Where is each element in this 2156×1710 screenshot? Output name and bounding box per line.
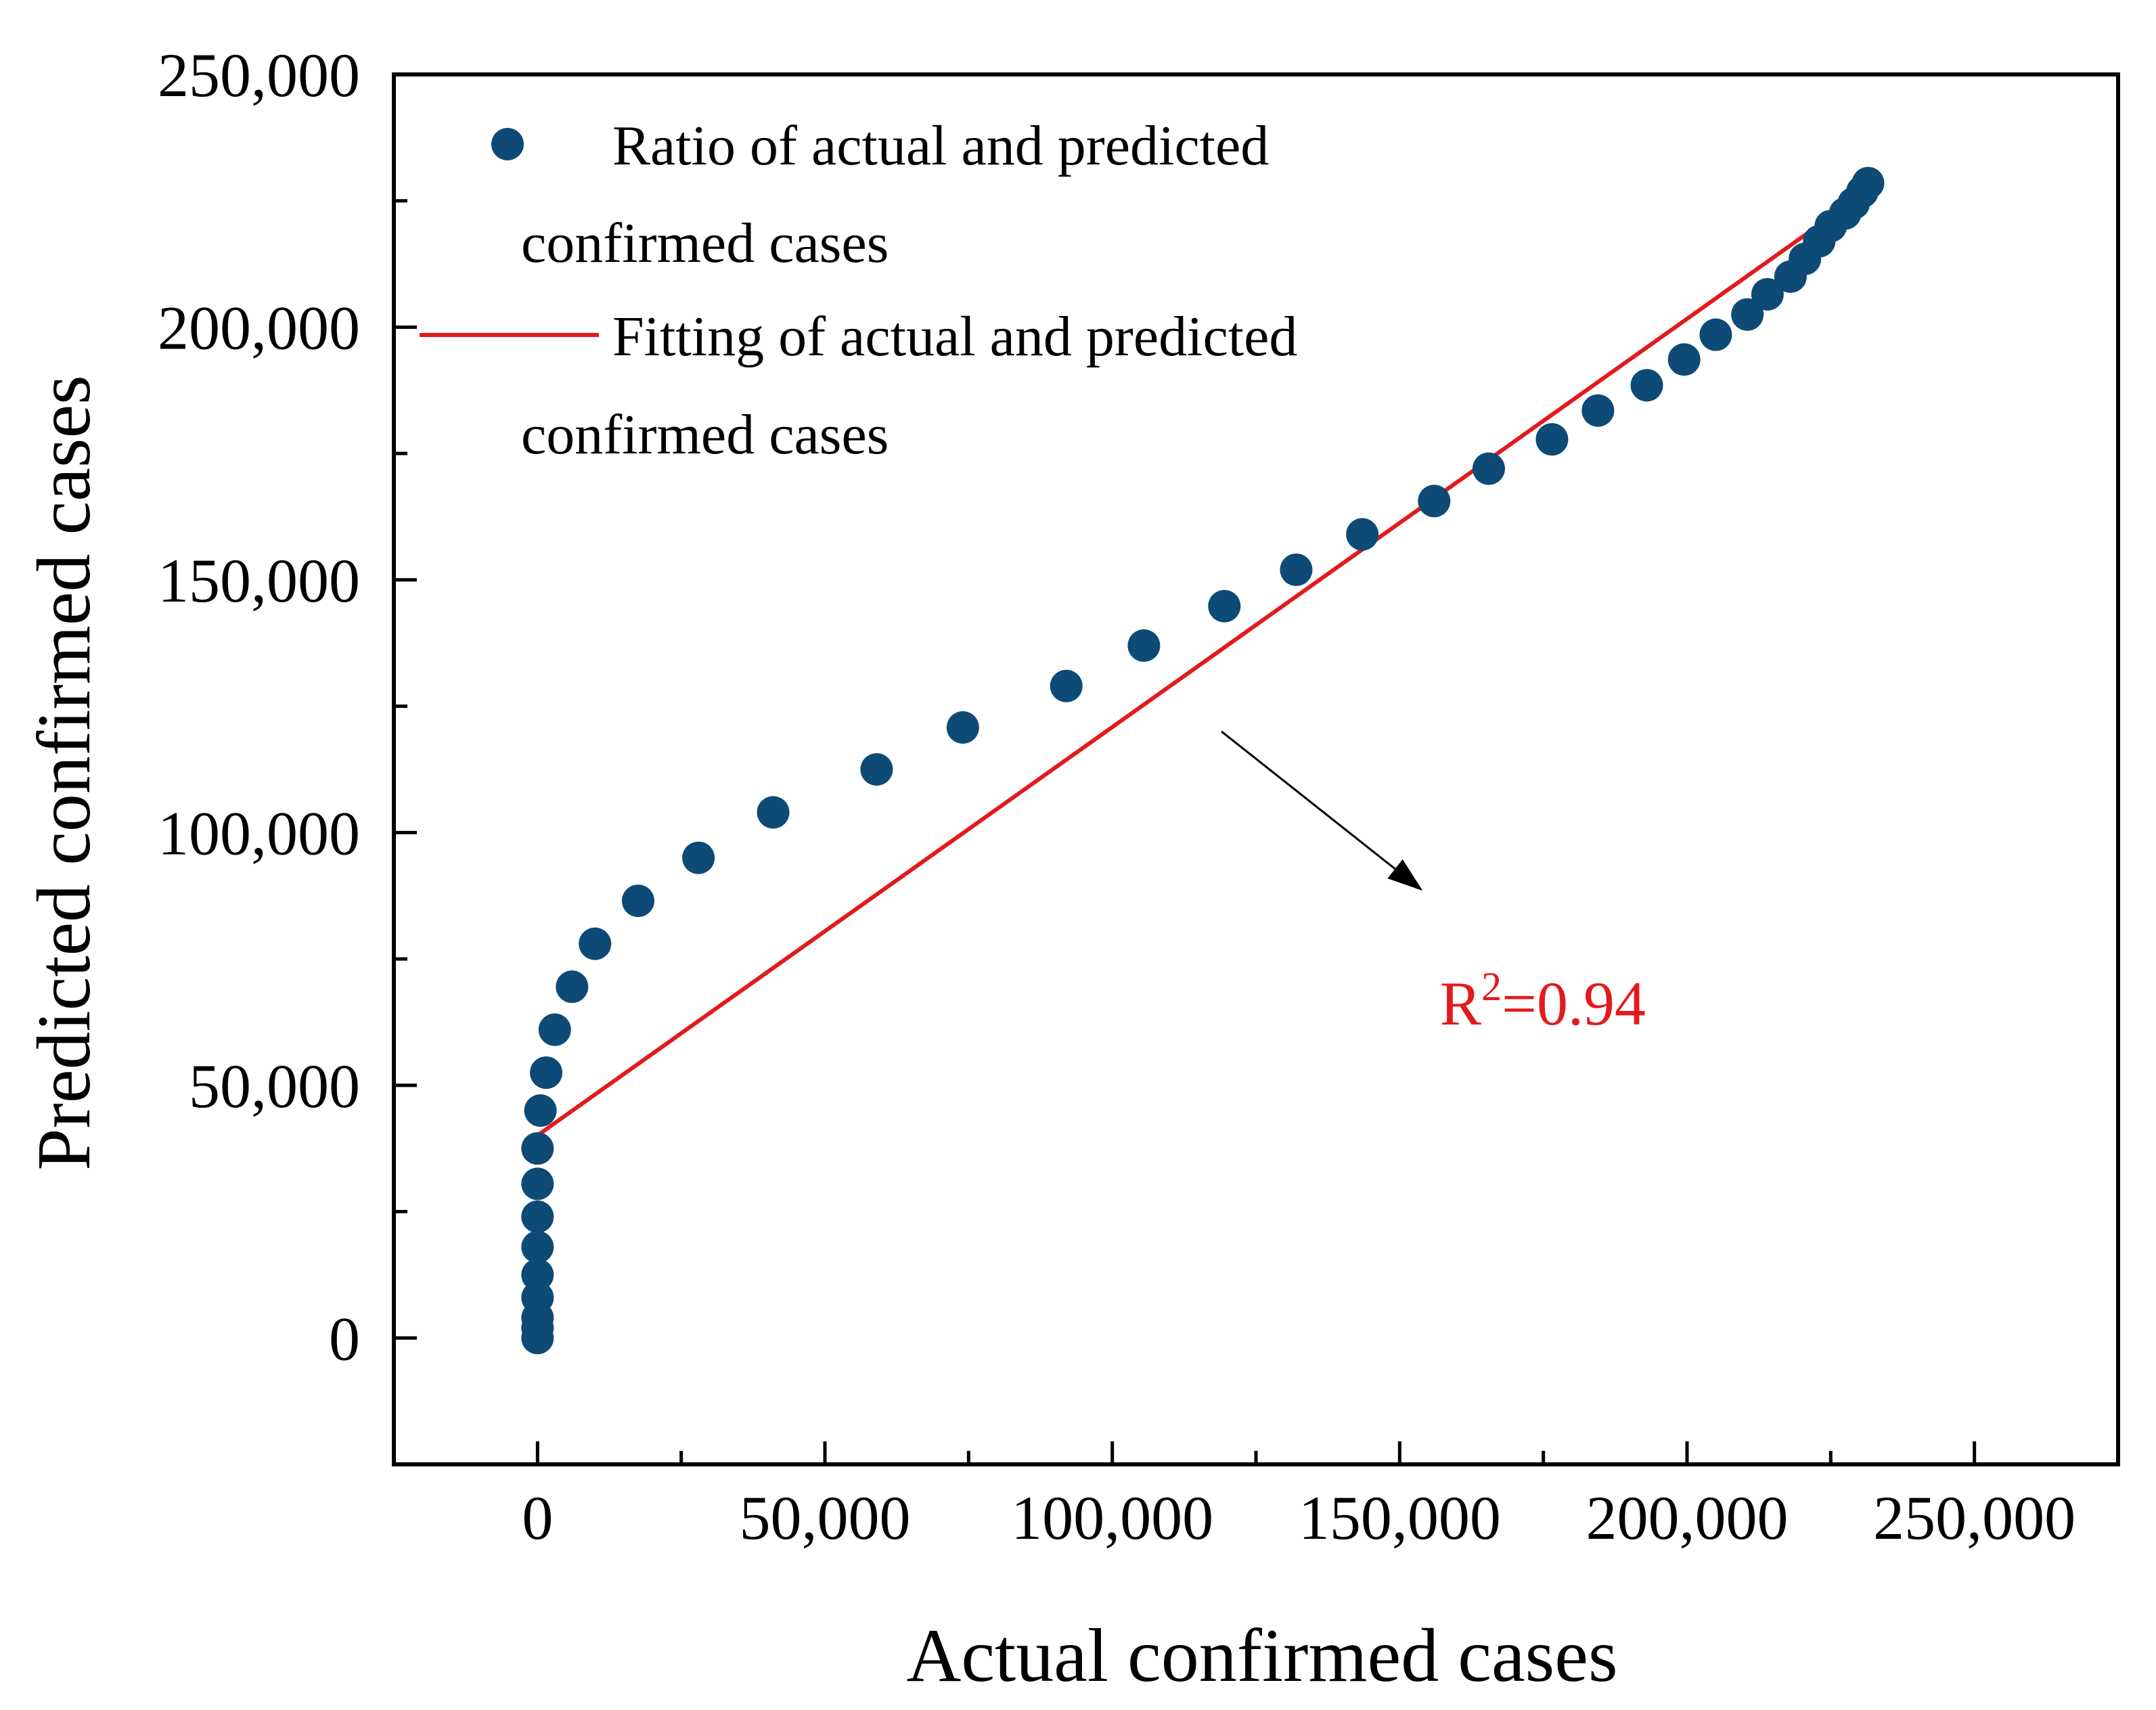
data-point bbox=[524, 1094, 557, 1127]
data-point bbox=[1851, 166, 1885, 200]
plot-frame bbox=[392, 72, 2120, 1466]
data-point bbox=[538, 1013, 571, 1046]
data-point bbox=[1581, 394, 1615, 427]
scatter-points-layer bbox=[521, 166, 1885, 1355]
data-point bbox=[1667, 343, 1701, 376]
arrow-shaft bbox=[1221, 730, 1396, 870]
y-tick-label: 200,000 bbox=[158, 293, 360, 362]
fit-line-layer bbox=[538, 186, 1873, 1135]
data-point bbox=[521, 1258, 554, 1291]
data-point bbox=[556, 970, 589, 1004]
x-axis-title: Actual confirmed cases bbox=[906, 1614, 1617, 1698]
r-squared-annotation: R2=0.94 bbox=[1440, 964, 1646, 1038]
r-squared-value: =0.94 bbox=[1502, 969, 1646, 1038]
legend: Ratio of actual and predicted confirmed c… bbox=[420, 114, 1297, 466]
data-point bbox=[1346, 518, 1379, 551]
data-point bbox=[1751, 277, 1784, 311]
legend-label-ratio-line2: confirmed cases bbox=[521, 212, 889, 275]
data-point bbox=[521, 1200, 554, 1234]
data-point bbox=[1418, 485, 1451, 518]
annotation-arrow bbox=[1221, 730, 1423, 891]
legend-label-fit-line2: confirmed cases bbox=[521, 403, 889, 466]
data-point bbox=[1050, 669, 1083, 702]
x-tick-label: 200,000 bbox=[1586, 1483, 1789, 1552]
legend-label-ratio-line1: Ratio of actual and predicted bbox=[612, 114, 1269, 177]
legend-marker-ratio bbox=[491, 128, 524, 160]
arrow-head bbox=[1387, 859, 1423, 891]
x-tick-labels: 0 50,000 100,000 150,000 200,000 250,000 bbox=[522, 1483, 2075, 1552]
y-tick-label: 100,000 bbox=[158, 798, 360, 868]
y-tick-labels: 0 50,000 100,000 150,000 200,000 250,000 bbox=[158, 41, 360, 1373]
data-point bbox=[521, 1167, 554, 1200]
r-squared-superscript: 2 bbox=[1481, 964, 1502, 1009]
data-point bbox=[1127, 629, 1161, 662]
y-tick-label: 250,000 bbox=[158, 41, 360, 110]
x-tick-label: 100,000 bbox=[1011, 1483, 1213, 1552]
data-point bbox=[1208, 589, 1241, 623]
x-tick-label: 250,000 bbox=[1873, 1483, 2075, 1552]
y-tick-label: 0 bbox=[329, 1304, 360, 1373]
data-point bbox=[1472, 452, 1505, 485]
data-point bbox=[757, 796, 790, 829]
minor-ticks bbox=[394, 199, 1833, 1464]
annotation-layer: R2=0.94 bbox=[1440, 964, 1646, 1038]
data-point bbox=[521, 1281, 554, 1314]
data-point bbox=[1731, 298, 1764, 331]
y-axis-title: Predicted confirmed cases bbox=[22, 375, 106, 1171]
legend-label-fit-line1: Fitting of actual and predicted bbox=[612, 305, 1297, 368]
data-point bbox=[860, 753, 893, 786]
data-point bbox=[946, 711, 979, 744]
data-point bbox=[521, 1132, 554, 1165]
fit-line bbox=[538, 186, 1873, 1135]
x-tick-label: 50,000 bbox=[740, 1483, 911, 1552]
data-point bbox=[1535, 423, 1569, 456]
data-point bbox=[579, 927, 612, 960]
data-point bbox=[1630, 369, 1663, 402]
data-point bbox=[682, 841, 715, 874]
data-point bbox=[521, 1230, 554, 1263]
x-tick-label: 150,000 bbox=[1299, 1483, 1501, 1552]
data-point bbox=[530, 1056, 563, 1089]
x-tick-label: 0 bbox=[522, 1483, 553, 1552]
data-point bbox=[1280, 553, 1313, 586]
r-squared-base: R bbox=[1440, 969, 1482, 1038]
y-tick-label: 150,000 bbox=[158, 546, 360, 615]
data-point bbox=[621, 884, 654, 918]
data-point bbox=[1699, 318, 1732, 351]
y-tick-label: 50,000 bbox=[189, 1052, 360, 1121]
